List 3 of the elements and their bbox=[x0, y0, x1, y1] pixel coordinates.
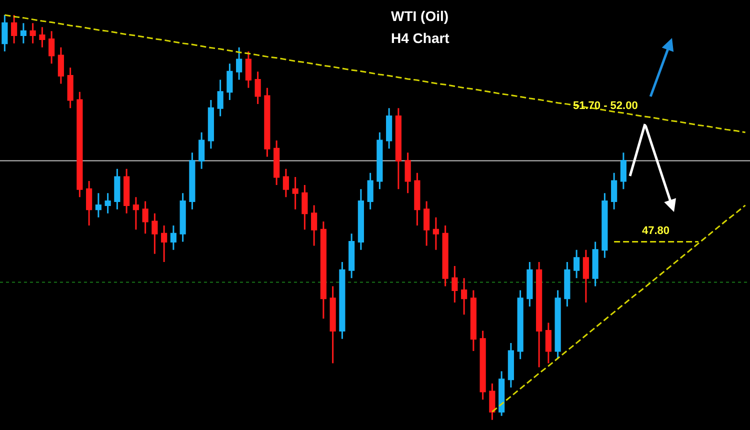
text: H4 Chart bbox=[391, 30, 450, 46]
annotation: 47.80 bbox=[642, 225, 670, 237]
chart-title: WTI (Oil) bbox=[391, 8, 449, 24]
